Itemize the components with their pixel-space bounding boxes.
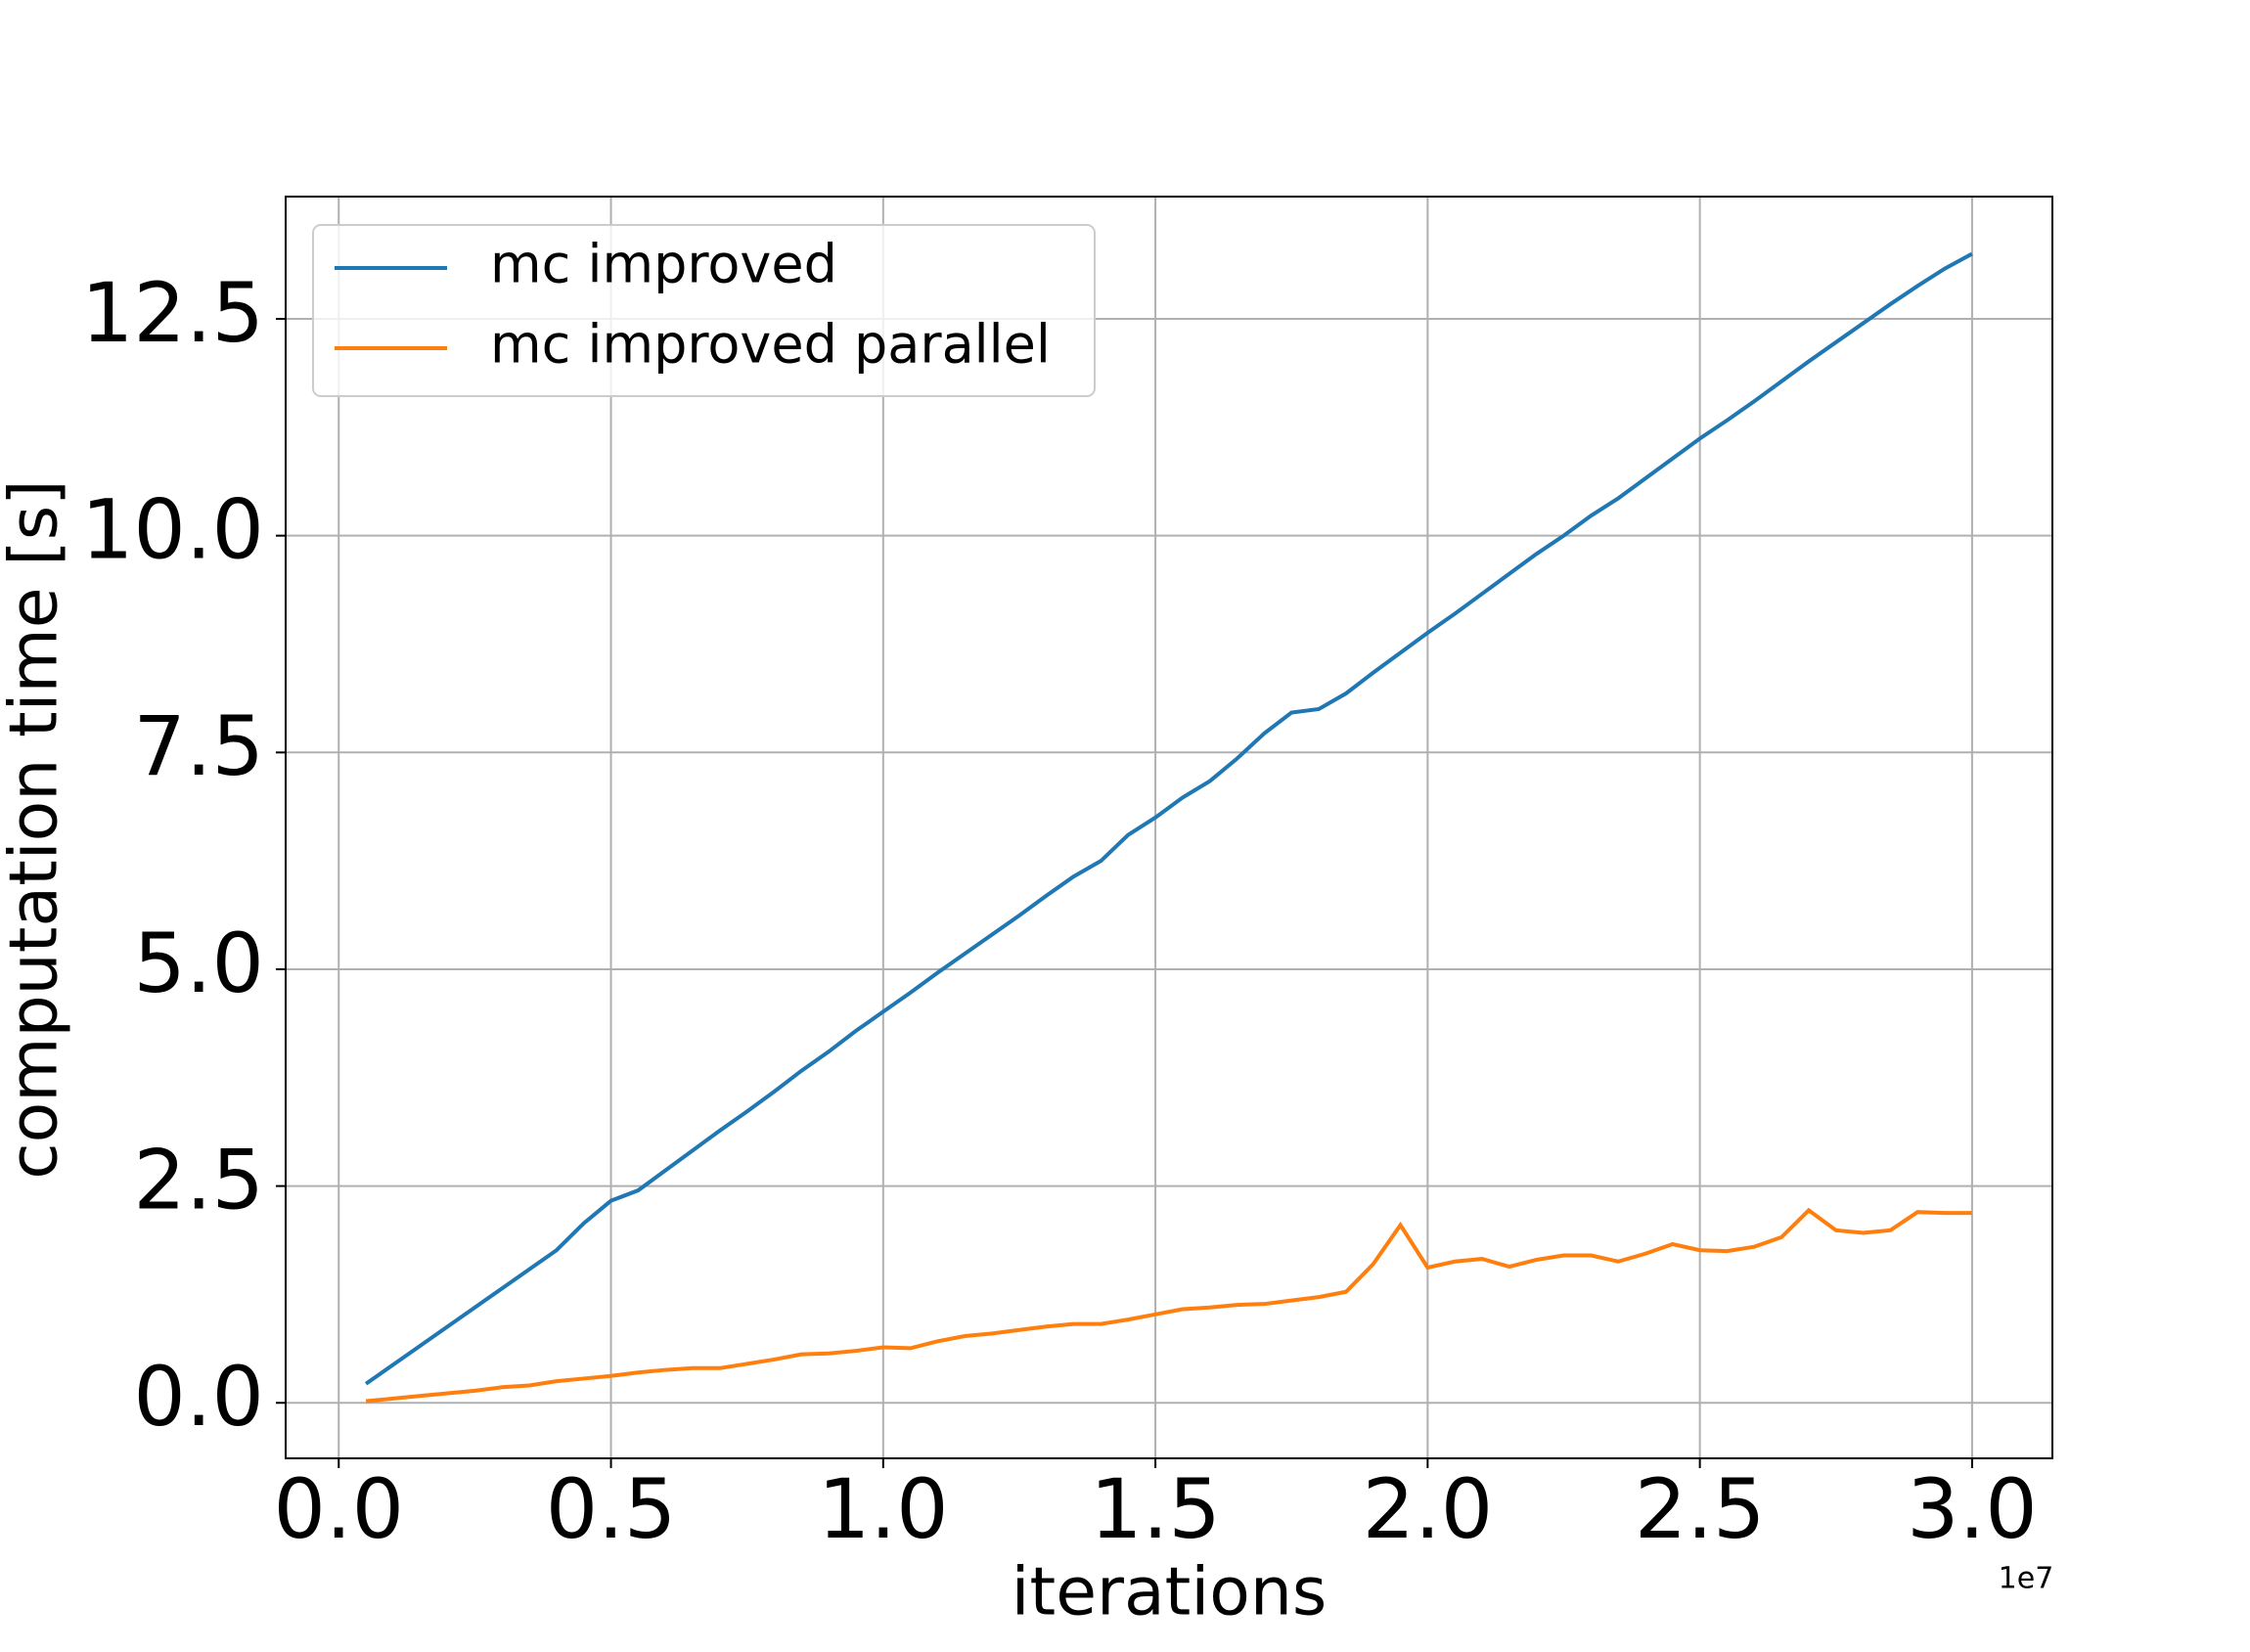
x-offset-label: 1e7 bbox=[1999, 1562, 2054, 1596]
x-tick-label: 0.5 bbox=[546, 1461, 677, 1557]
legend-label: mc improved parallel bbox=[490, 314, 1051, 376]
x-tick-label: 0.0 bbox=[273, 1461, 404, 1557]
series-line bbox=[365, 1207, 1972, 1404]
axes-frame bbox=[285, 196, 2053, 1459]
series-line bbox=[364, 251, 1973, 1386]
x-tick-label: 1.0 bbox=[818, 1461, 949, 1557]
y-tick-label: 10.0 bbox=[81, 482, 264, 578]
x-tick-label: 2.0 bbox=[1363, 1461, 1494, 1557]
x-tick-label: 2.5 bbox=[1635, 1461, 1766, 1557]
x-tick-label: 3.0 bbox=[1907, 1461, 2038, 1557]
legend-label: mc improved bbox=[490, 234, 837, 295]
y-tick-label: 2.5 bbox=[133, 1133, 264, 1228]
x-axis-label: iterations bbox=[1012, 1554, 1328, 1631]
y-tick-label: 12.5 bbox=[81, 265, 264, 361]
y-tick-label: 7.5 bbox=[133, 698, 264, 794]
y-tick-label: 0.0 bbox=[133, 1349, 264, 1445]
y-axis-label: computation time [s] bbox=[0, 479, 73, 1179]
x-tick-label: 1.5 bbox=[1090, 1461, 1221, 1557]
y-tick-label: 5.0 bbox=[133, 915, 264, 1011]
legend-box bbox=[312, 224, 1096, 397]
